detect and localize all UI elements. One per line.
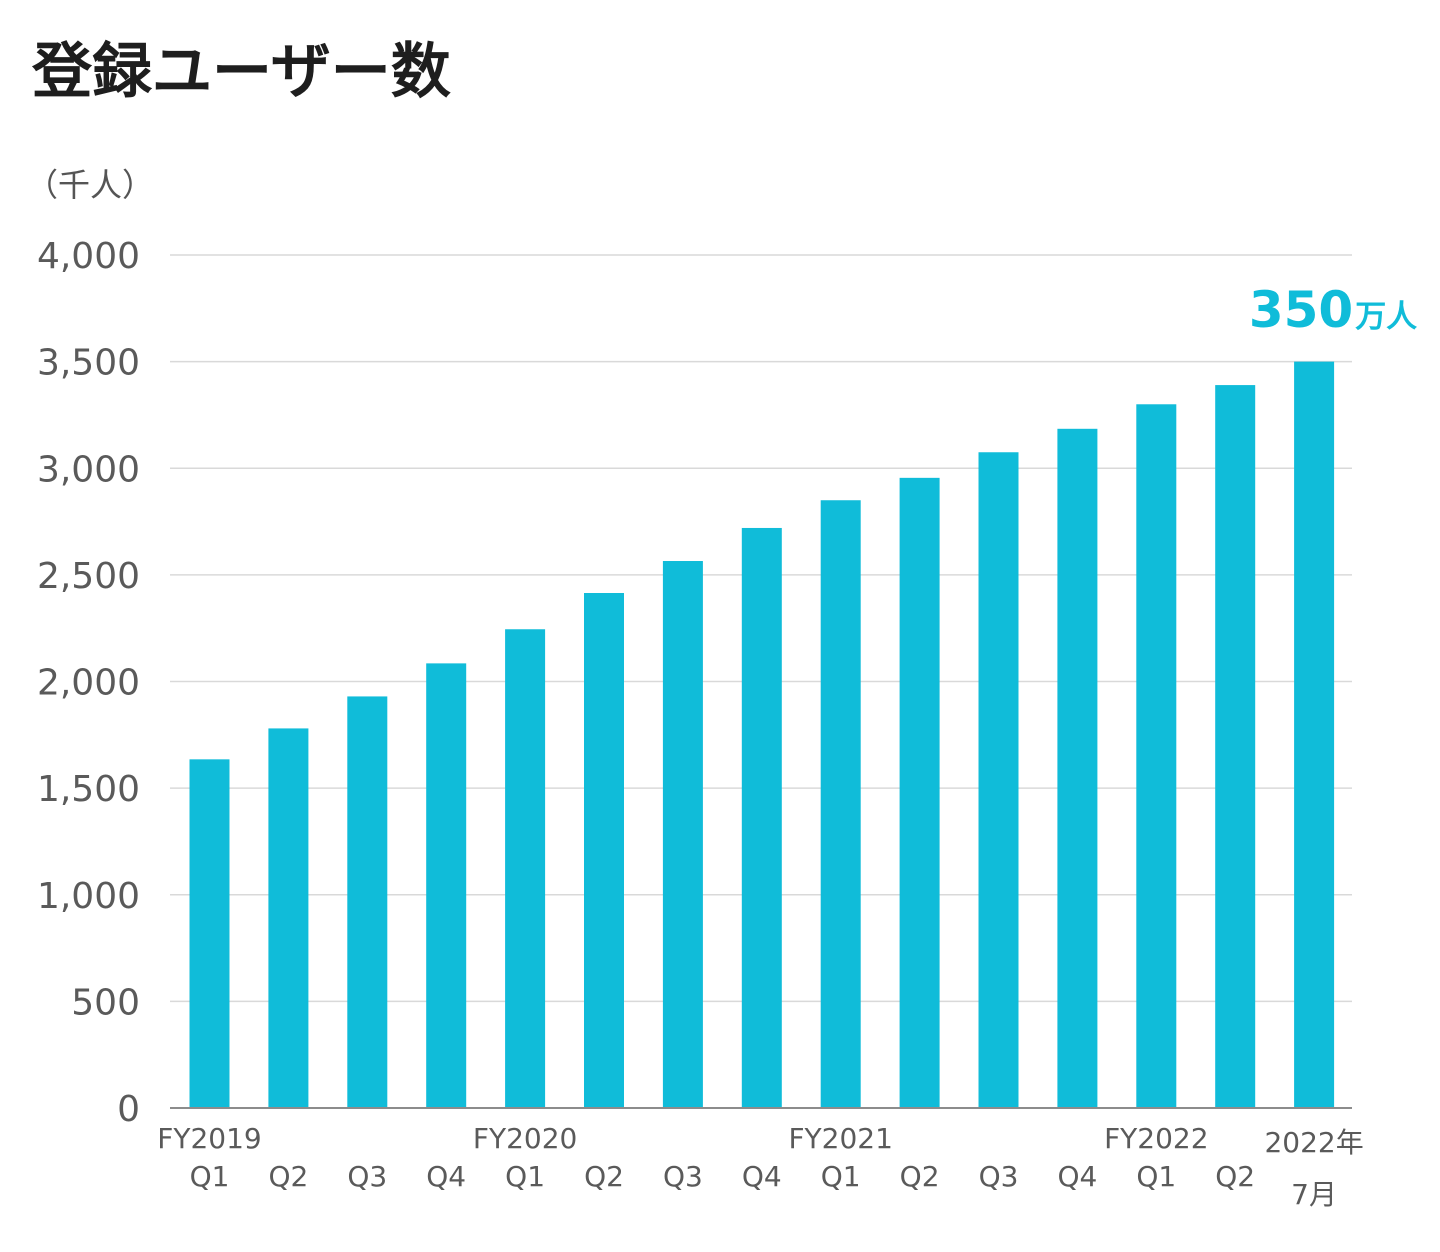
x-tick-label-year: FY2022 <box>1104 1122 1208 1155</box>
y-tick-label: 1,000 <box>37 876 140 917</box>
x-tick-label-period: Q2 <box>900 1160 940 1193</box>
bar <box>268 728 309 1108</box>
bar <box>741 527 782 1108</box>
x-tick-label-year: FY2020 <box>473 1122 577 1155</box>
x-tick-label-period: Q4 <box>1057 1160 1097 1193</box>
y-tick-label: 1,500 <box>37 769 140 810</box>
bar <box>584 593 624 1108</box>
x-tick-label-year: 2022年 <box>1264 1126 1363 1159</box>
x-tick-label-year: FY2021 <box>788 1122 892 1155</box>
y-tick-label: 4,000 <box>37 236 140 277</box>
x-tick-label-year: FY2019 <box>157 1122 261 1155</box>
bar <box>1215 385 1256 1108</box>
bar <box>899 477 940 1108</box>
x-tick-label-period: Q2 <box>268 1160 308 1193</box>
x-tick-label-period: Q4 <box>426 1160 466 1193</box>
bar <box>347 696 388 1108</box>
bar <box>978 452 1019 1109</box>
y-tick-label: 3,000 <box>37 449 140 490</box>
x-tick-label-period: Q1 <box>505 1160 545 1193</box>
y-tick-label: 2,000 <box>37 663 140 704</box>
y-axis-unit-label: （千人） <box>26 166 154 204</box>
y-tick-label: 2,500 <box>37 556 140 597</box>
bar <box>426 663 467 1108</box>
bar <box>189 759 230 1108</box>
x-tick-label-period: Q3 <box>979 1160 1019 1193</box>
y-tick-label: 3,500 <box>37 343 140 384</box>
x-tick-label-period: Q1 <box>821 1160 861 1193</box>
x-tick-label-period: Q3 <box>663 1160 703 1193</box>
chart-title: 登録ユーザー数 <box>31 37 451 107</box>
annotation-unit: 万人 <box>1355 299 1417 335</box>
x-tick-label-period: 7月 <box>1291 1178 1337 1211</box>
y-tick-label: 500 <box>71 982 140 1023</box>
bar <box>1294 361 1335 1108</box>
last-bar-annotation: 350万人 <box>1249 281 1417 339</box>
bar <box>662 561 703 1108</box>
annotation-number: 350 <box>1249 281 1353 339</box>
bar <box>820 500 861 1108</box>
x-tick-label-period: Q1 <box>190 1160 230 1193</box>
y-axis-ticks: 0 500 1,000 1,500 2,000 2,500 3,000 3,500 4,000 <box>37 236 140 1130</box>
bar <box>1136 404 1177 1108</box>
bars <box>189 361 1335 1109</box>
x-tick-label-period: Q1 <box>1136 1160 1176 1193</box>
x-tick-label-period: Q3 <box>347 1160 387 1193</box>
bar <box>1057 428 1098 1109</box>
x-tick-label-period: Q4 <box>742 1160 782 1193</box>
x-tick-label-period: Q2 <box>584 1160 624 1193</box>
y-tick-label: 0 <box>117 1089 140 1130</box>
bar <box>505 629 546 1108</box>
x-tick-label-period: Q2 <box>1215 1160 1255 1193</box>
